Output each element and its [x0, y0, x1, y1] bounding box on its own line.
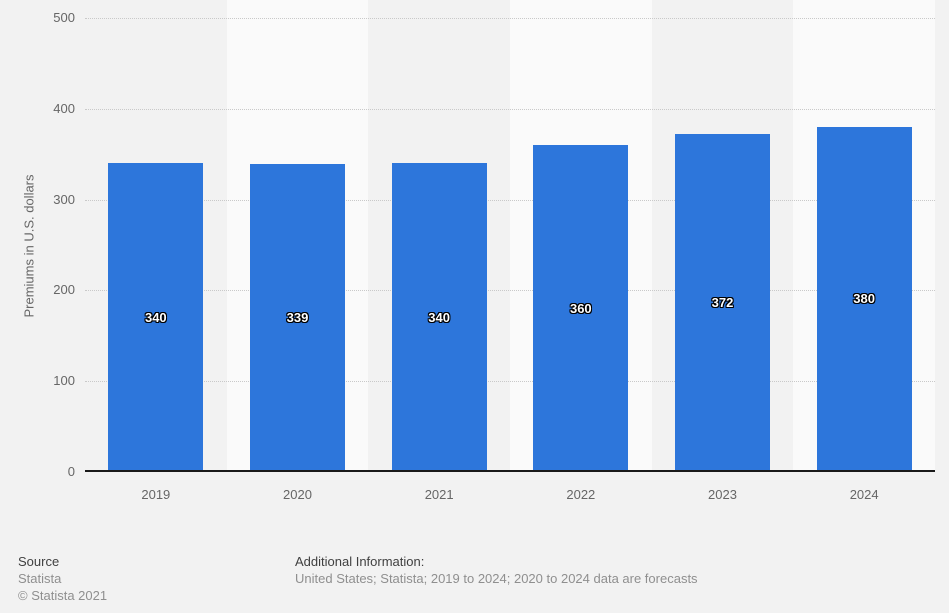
- y-tick-label: 400: [53, 100, 75, 116]
- bar-value-label: 360: [569, 300, 592, 316]
- bar-value-label: 380: [853, 291, 875, 307]
- bar: [675, 134, 770, 472]
- y-tick-label: 500: [53, 10, 75, 25]
- bar: [250, 164, 345, 472]
- bar-value-label: 372: [711, 295, 734, 311]
- x-tick-label: 2024: [849, 487, 879, 502]
- x-tick-label: 2023: [708, 487, 737, 502]
- source-name: Statista: [18, 571, 62, 586]
- bar: [816, 126, 912, 472]
- bar: [108, 163, 204, 472]
- bar-value-label: 340: [428, 309, 450, 325]
- bar: [391, 163, 487, 472]
- gridline: [85, 18, 935, 19]
- x-axis-line: [85, 470, 935, 472]
- copyright-notice: © Statista 2021: [18, 588, 108, 603]
- x-tick-label: 2019: [141, 487, 171, 502]
- bar: [533, 145, 629, 472]
- x-tick-label: 2020: [283, 487, 312, 502]
- gridline: [85, 381, 935, 383]
- additional-info-heading: Additional Information:: [295, 554, 425, 569]
- additional-info-text: United States; Statista; 2019 to 2024; 2…: [295, 571, 698, 586]
- y-tick-label: 300: [53, 191, 75, 207]
- gridline: [85, 290, 935, 292]
- y-tick-label: 0: [67, 464, 75, 479]
- y-tick-label: 100: [53, 373, 75, 389]
- x-tick-label: 2022: [566, 487, 596, 502]
- bar-value-label: 340: [144, 309, 167, 325]
- y-tick-label: 200: [53, 282, 75, 298]
- bar-value-label: 339: [286, 310, 309, 326]
- footer-source-block: Source Statista © Statista 2021: [18, 553, 107, 604]
- gridline: [85, 199, 935, 201]
- y-axis-title: Premiums in U.S. dollars: [21, 174, 37, 318]
- source-heading: Source: [18, 554, 60, 569]
- gridline: [85, 108, 935, 110]
- footer-additional-info-block: Additional Information: United States; S…: [295, 553, 698, 587]
- x-tick-label: 2021: [424, 487, 454, 502]
